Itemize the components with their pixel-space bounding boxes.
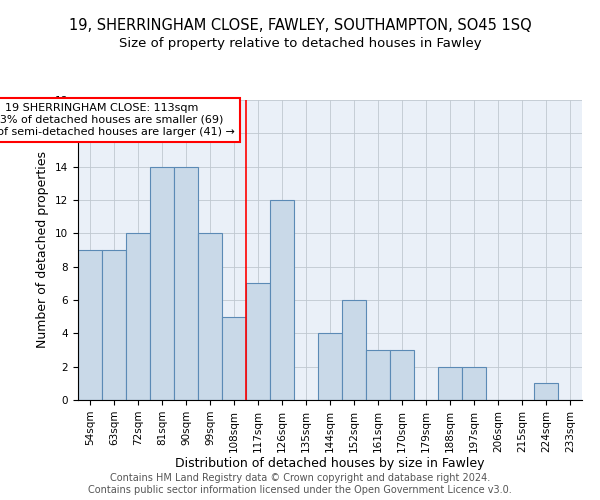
X-axis label: Distribution of detached houses by size in Fawley: Distribution of detached houses by size … <box>175 458 485 470</box>
Bar <box>102 250 126 400</box>
Bar <box>342 300 366 400</box>
Bar <box>150 166 174 400</box>
Bar <box>126 234 150 400</box>
Bar <box>246 284 270 400</box>
Bar <box>390 350 414 400</box>
Text: Contains HM Land Registry data © Crown copyright and database right 2024.
Contai: Contains HM Land Registry data © Crown c… <box>88 474 512 495</box>
Text: Size of property relative to detached houses in Fawley: Size of property relative to detached ho… <box>119 38 481 51</box>
Bar <box>174 166 198 400</box>
Y-axis label: Number of detached properties: Number of detached properties <box>37 152 49 348</box>
Bar <box>222 316 246 400</box>
Bar <box>534 384 558 400</box>
Bar <box>198 234 222 400</box>
Bar <box>438 366 462 400</box>
Text: 19, SHERRINGHAM CLOSE, FAWLEY, SOUTHAMPTON, SO45 1SQ: 19, SHERRINGHAM CLOSE, FAWLEY, SOUTHAMPT… <box>68 18 532 32</box>
Bar <box>270 200 294 400</box>
Bar <box>462 366 486 400</box>
Bar <box>318 334 342 400</box>
Text: 19 SHERRINGHAM CLOSE: 113sqm
← 63% of detached houses are smaller (69)
37% of se: 19 SHERRINGHAM CLOSE: 113sqm ← 63% of de… <box>0 104 235 136</box>
Bar <box>78 250 102 400</box>
Bar <box>366 350 390 400</box>
